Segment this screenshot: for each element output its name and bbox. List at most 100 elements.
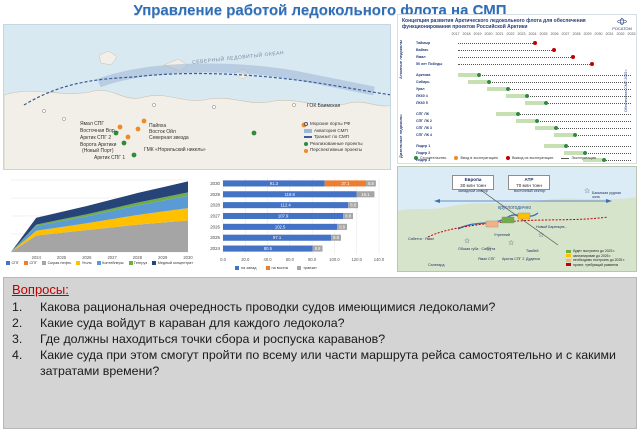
construction-bar	[534, 126, 554, 130]
data-label: 8.8	[345, 214, 351, 219]
legend-item: запланирован до 2025 г.	[566, 254, 634, 259]
vessel-name: СПГ ЛК 4	[416, 133, 432, 137]
construction-bar	[486, 87, 506, 91]
commission-marker	[563, 144, 568, 148]
data-label: 91.3	[270, 181, 279, 186]
decommission-marker	[532, 41, 537, 45]
fleet-row: Сибирь	[402, 80, 631, 85]
legend-item: Генгруз	[128, 261, 147, 265]
fleet-row: Вайгач	[402, 48, 628, 53]
svg-text:☆: ☆	[538, 231, 544, 239]
year-tick: 2025	[539, 32, 548, 36]
concept-title: Концепция развития Арктического ледоколь…	[402, 18, 586, 30]
svg-text:☆: ☆	[486, 245, 492, 253]
year-tick: 2017	[451, 32, 460, 36]
side-note: Обеспечение СМП 2035 г.	[624, 68, 628, 112]
year-axis: 2017 2018 2019 2020 2021 2022 2023 2024 2025 2026…	[450, 32, 636, 36]
rosatom-logo: РОСАТОМ	[611, 17, 633, 31]
x-tick: 0.0	[220, 257, 226, 262]
legend-item: на восток	[265, 266, 288, 270]
vessel-name: Лидер 2	[416, 151, 431, 155]
year-tick: 2032	[616, 32, 625, 36]
bar-segment	[337, 223, 348, 230]
data-label: 16.1	[361, 192, 370, 197]
route-map: ☆ ☆ ☆ ☆ ☆ Европа 30 млн тонн АТР 70 млн …	[397, 166, 637, 272]
question-item: 1. Какова рациональная очередность провод…	[12, 300, 496, 314]
x-tick: 20.0	[241, 257, 250, 262]
questions-panel: Вопросы: 1. Какова рациональная очереднос…	[3, 277, 637, 429]
bar-segment	[356, 191, 375, 198]
legend-item: Сырая нефть	[42, 261, 71, 265]
year-tick: 2031	[605, 32, 614, 36]
commission-marker	[534, 119, 539, 123]
operation-line	[458, 75, 631, 76]
year-tick: 2023	[517, 32, 526, 36]
category-label: 2025	[210, 235, 220, 240]
commission-marker	[525, 94, 530, 98]
year-tick: 2027	[561, 32, 570, 36]
legend-item: транзит	[297, 266, 317, 270]
vessel-name: СПГ ЛК 3	[416, 126, 432, 130]
vessel-name: Урал	[416, 87, 425, 91]
year-tick: 2033	[627, 32, 636, 36]
construction-bar	[554, 133, 574, 137]
data-label: 8.8	[333, 235, 339, 240]
legend-item: Перспективные проекты	[304, 147, 390, 154]
vessel-name: ЛК60 4	[416, 94, 428, 98]
cargo-bar-chart: 0.0 20.0 40.0 60.0 80.0 100.0 120.0 140.0 2030 91…	[199, 176, 389, 274]
commission-marker	[554, 126, 558, 130]
legend-item: на запад	[235, 266, 257, 270]
place-label: Ямал СПГ	[80, 121, 105, 127]
question-item: 3. Где должны находиться точки сбора и ро…	[12, 332, 386, 346]
vessel-name: Лидер 1	[416, 144, 431, 148]
apr-box: АТР 70 млн тонн	[508, 175, 550, 190]
data-label: 102.5	[275, 224, 286, 229]
x-tick: 2025	[57, 255, 67, 260]
x-tick: 120.0	[351, 257, 362, 262]
year-tick: 2030	[594, 32, 603, 36]
questions-list: 1. Какова рациональная очередность провод…	[12, 299, 632, 379]
place-label: Арктик СПГ 2	[80, 135, 112, 141]
place-label: Северная звезда	[149, 135, 189, 141]
bar-segment	[348, 202, 359, 209]
fleet-row: СПГ ЛК	[402, 112, 631, 117]
construction-bar	[496, 112, 516, 116]
vessel-name: Таймыр	[416, 41, 431, 45]
commission-marker	[602, 158, 606, 162]
legend-item: Вывод из эксплуатации	[505, 156, 553, 160]
vessel-name: Лидер 3	[416, 158, 431, 162]
fleet-row: 50 лет Победы	[402, 62, 628, 67]
x-tick: 2030	[183, 255, 193, 260]
x-tick: 2024	[32, 255, 42, 260]
bar-chart-legend: на запад на восток транзит	[235, 266, 317, 270]
legend-item: СПГ	[24, 261, 37, 265]
place-label: Обская губа · Сабетта	[458, 247, 496, 251]
operation-line	[534, 128, 631, 129]
legend-item: необходимо построить до 2025 г.	[566, 258, 634, 263]
data-label: 112.4	[281, 203, 292, 208]
nsr-map: СЕВЕРНЫЙ ЛЕДОВИТЫЙ ОКЕАН Ямал СПГ Восточ…	[3, 24, 391, 170]
vessel-name: Сибирь	[416, 80, 430, 84]
place-label: Пайяха	[149, 123, 167, 129]
operation-line	[458, 50, 554, 51]
x-tick: 2026	[82, 255, 92, 260]
atom-icon	[617, 17, 627, 26]
concept-legend: Строительство Ввод в эксплуатацию Вывод …	[414, 156, 596, 160]
place-label: Новый Баренцев...	[536, 225, 568, 229]
place-label: ГМК «Норильский никель»	[144, 147, 206, 153]
construction-bar	[563, 151, 583, 155]
operation-line	[467, 82, 631, 83]
commission-marker	[486, 80, 491, 84]
area-chart-legend: СПГ СПГ Сырая нефть Уголь Контейнеры Генгруз М…	[6, 261, 196, 265]
operation-line	[458, 57, 574, 58]
legend-item: Контейнеры	[96, 261, 124, 265]
sector-label: западный сектор	[458, 189, 488, 193]
fleet-row: Лидер 2	[402, 151, 631, 156]
operation-line	[544, 146, 631, 147]
question-item: 4. Какие суда при этом смогут пройти по в…	[12, 348, 616, 378]
route-map-legend: будет построено до 2023 г. запланирован д…	[566, 249, 634, 267]
fleet-row: СПГ ЛК 3	[402, 126, 631, 131]
operation-line	[554, 135, 631, 136]
data-label: 8.8	[339, 224, 345, 229]
construction-bar	[582, 158, 602, 162]
